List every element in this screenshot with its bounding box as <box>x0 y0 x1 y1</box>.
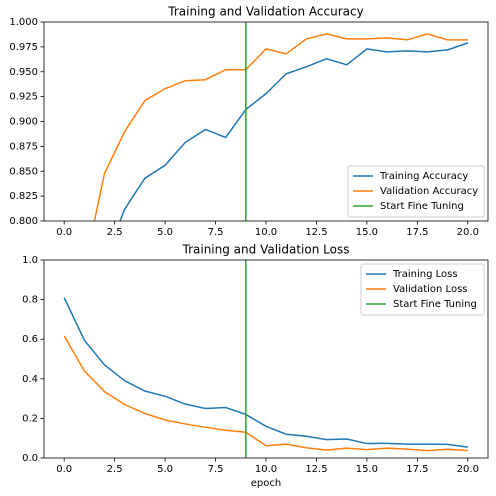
y-tick-label: 0.875 <box>9 141 38 152</box>
y-tick-label: 0.925 <box>9 92 38 103</box>
legend-label: Training Accuracy <box>379 171 468 182</box>
chart-title: Training and Validation Accuracy <box>167 5 363 19</box>
y-tick-label: 0.950 <box>9 67 38 78</box>
y-tick-label: 0.825 <box>9 191 38 202</box>
line <box>63 297 468 448</box>
y-tick-label: 0.2 <box>22 413 38 424</box>
x-tick-label: 17.5 <box>406 464 428 475</box>
x-tick-label: 0.0 <box>56 227 72 238</box>
line <box>119 42 469 221</box>
x-tick-label: 20.0 <box>457 464 479 475</box>
x-tick-label: 2.5 <box>107 227 123 238</box>
x-tick-label: 15.0 <box>356 464 378 475</box>
x-tick-label: 20.0 <box>457 227 479 238</box>
y-tick-label: 0.975 <box>9 42 38 53</box>
line <box>93 33 468 221</box>
y-tick-label: 1.0 <box>22 255 38 266</box>
legend-box <box>347 165 485 218</box>
axes-frame <box>43 259 489 459</box>
y-tick-label: 0.0 <box>22 453 38 464</box>
x-tick-label: 12.5 <box>305 464 327 475</box>
legend-label: Training Loss <box>392 269 458 280</box>
legend-label: Validation Loss <box>393 284 468 295</box>
legend-label: Validation Accuracy <box>380 186 478 197</box>
legend-label: Start Fine Tuning <box>393 299 477 310</box>
y-tick-label: 0.8 <box>22 295 38 306</box>
legend-label: Start Fine Tuning <box>380 201 464 212</box>
x-tick-label: 7.5 <box>208 464 224 475</box>
x-tick-label: 10.0 <box>255 227 277 238</box>
y-tick-label: 0.900 <box>9 117 38 128</box>
axes-frame <box>43 21 489 222</box>
x-tick-label: 12.5 <box>305 227 327 238</box>
chart-title: Training and Validation Loss <box>182 243 350 257</box>
y-tick-label: 0.4 <box>22 374 38 385</box>
x-tick-label: 7.5 <box>208 227 224 238</box>
y-tick-label: 0.850 <box>9 166 38 177</box>
x-tick-label: 5.0 <box>157 227 173 238</box>
x-tick-label: 17.5 <box>406 227 428 238</box>
x-tick-label: 10.0 <box>255 464 277 475</box>
plot-area <box>93 22 469 221</box>
x-tick-label: 0.0 <box>56 464 72 475</box>
y-tick-label: 0.6 <box>22 334 38 345</box>
y-tick-label: 0.800 <box>9 216 38 227</box>
x-axis-label: epoch <box>251 478 281 489</box>
line <box>63 335 468 452</box>
x-tick-label: 15.0 <box>356 227 378 238</box>
y-tick-label: 1.000 <box>9 17 38 28</box>
plot-area <box>63 260 468 458</box>
legend-box <box>360 263 485 316</box>
x-tick-label: 2.5 <box>107 464 123 475</box>
x-tick-label: 5.0 <box>157 464 173 475</box>
